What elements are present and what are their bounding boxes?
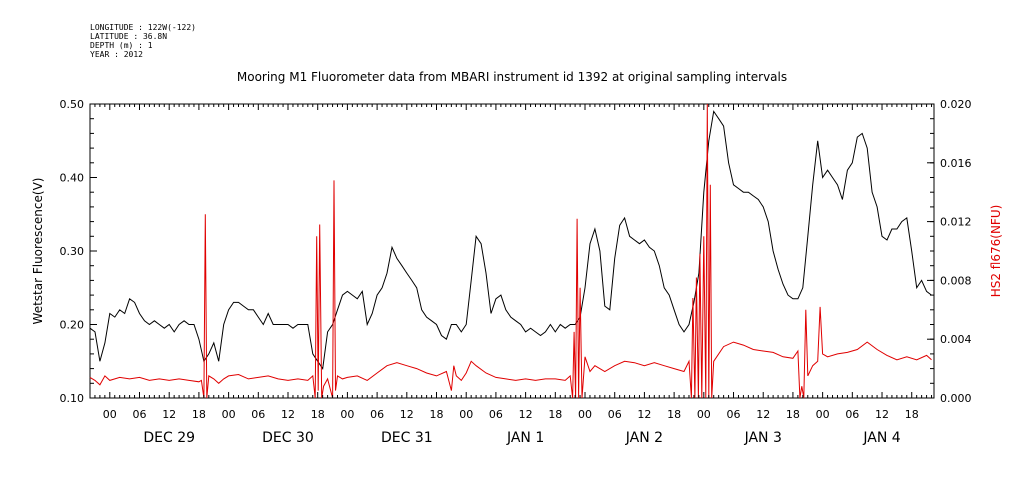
y-left-tick-label: 0.10 [60, 392, 85, 405]
x-tick-label: 18 [192, 408, 206, 421]
y-left-tick-label: 0.40 [60, 172, 85, 185]
x-tick-label: 06 [489, 408, 503, 421]
x-tick-label: 12 [162, 408, 176, 421]
x-tick-label: 00 [816, 408, 830, 421]
y-right-tick-label: 0.004 [940, 333, 972, 346]
day-label: DEC 30 [262, 430, 314, 446]
x-tick-label: 12 [400, 408, 414, 421]
x-tick-label: 12 [756, 408, 770, 421]
meta-longitude: LONGITUDE : 122W(-122) [90, 23, 196, 32]
x-tick-label: 00 [222, 408, 236, 421]
y-left-tick-label: 0.20 [60, 319, 85, 332]
x-tick-label: 18 [311, 408, 325, 421]
x-tick-label: 12 [875, 408, 889, 421]
x-tick-label: 06 [727, 408, 741, 421]
day-label: DEC 29 [143, 430, 195, 446]
x-tick-label: 06 [133, 408, 147, 421]
x-tick-label: 18 [548, 408, 562, 421]
x-tick-label: 18 [786, 408, 800, 421]
x-tick-label: 18 [430, 408, 444, 421]
meta-year: YEAR : 2012 [90, 50, 143, 59]
day-label: JAN 1 [506, 430, 544, 446]
axis-layer: 00 06 12 18 00 06 12 18 00 06 12 18 00 06 12 18 00 06 12 18… [60, 98, 972, 446]
y-right-tick-label: 0.000 [940, 392, 972, 405]
y-left-axis-label: Wetstar Fluorescence(V) [31, 178, 45, 325]
y-left-tick-label: 0.50 [60, 98, 85, 111]
x-tick-label: 06 [845, 408, 859, 421]
x-tick-label: 00 [697, 408, 711, 421]
x-tick-label: 06 [370, 408, 384, 421]
day-label: DEC 31 [381, 430, 433, 446]
y-right-tick-label: 0.008 [940, 274, 972, 287]
x-tick-label: 00 [103, 408, 117, 421]
day-label: JAN 2 [625, 430, 663, 446]
x-tick-label: 00 [340, 408, 354, 421]
x-tick-label: 00 [578, 408, 592, 421]
x-tick-label: 12 [281, 408, 295, 421]
y-right-tick-label: 0.016 [940, 157, 972, 170]
meta-latitude: LATITUDE : 36.8N [90, 32, 167, 41]
y-right-tick-label: 0.012 [940, 216, 972, 229]
x-tick-label: 06 [608, 408, 622, 421]
x-tick-label: 00 [459, 408, 473, 421]
meta-depth: DEPTH (m) : 1 [90, 41, 153, 50]
day-label: JAN 4 [862, 430, 900, 446]
x-tick-label: 18 [667, 408, 681, 421]
chart-title: Mooring M1 Fluorometer data from MBARI i… [237, 70, 787, 84]
series-layer [89, 103, 932, 399]
series-line-hs2 [89, 103, 932, 399]
day-label: JAN 3 [744, 430, 782, 446]
x-tick-label: 12 [637, 408, 651, 421]
y-right-axis-label: HS2 fl676(NFU) [989, 205, 1003, 298]
x-tick-label: 12 [519, 408, 533, 421]
series-line-wetstar [89, 110, 932, 370]
x-tick-label: 18 [905, 408, 919, 421]
y-left-tick-label: 0.30 [60, 245, 85, 258]
x-tick-label: 06 [251, 408, 265, 421]
y-right-tick-label: 0.020 [940, 98, 972, 111]
